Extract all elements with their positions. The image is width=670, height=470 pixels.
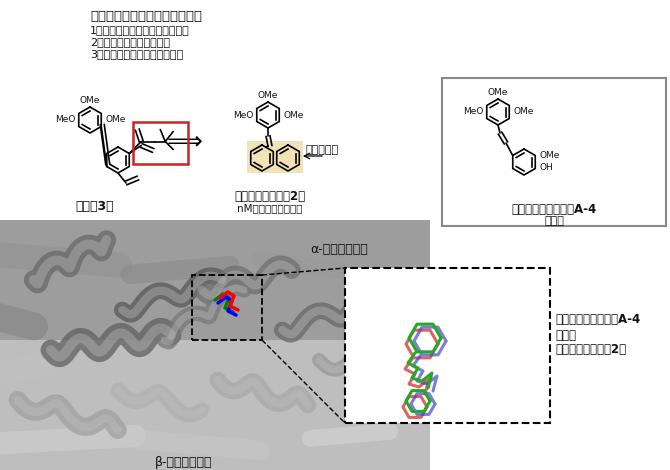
Text: 天然物: 天然物 — [544, 216, 564, 226]
Text: OMe: OMe — [258, 91, 278, 100]
Text: MeO: MeO — [55, 116, 75, 125]
Bar — [192, 275, 262, 340]
Text: OH: OH — [539, 164, 553, 172]
Text: コンブレタスタチンA-4: コンブレタスタチンA-4 — [555, 313, 641, 326]
Text: 3）ベンゼン環形成反応を促進: 3）ベンゼン環形成反応を促進 — [90, 49, 183, 59]
Text: OMe: OMe — [513, 108, 533, 117]
Bar — [247, 141, 303, 173]
Text: α-チューブリン: α-チューブリン — [310, 243, 368, 256]
Text: 抗がん活性物質（2）: 抗がん活性物質（2） — [555, 343, 626, 356]
Text: 1）チューブリンと結合させない: 1）チューブリンと結合させない — [90, 25, 190, 35]
Text: ターシャリーブチルエステル基: ターシャリーブチルエステル基 — [90, 10, 202, 23]
Text: 抗がん活性物質（2）: 抗がん活性物質（2） — [234, 190, 306, 203]
Text: OMe: OMe — [539, 151, 559, 160]
Bar — [345, 268, 550, 423]
Bar — [442, 78, 666, 226]
Bar — [0, 220, 430, 470]
Bar — [133, 122, 188, 164]
Text: nMの解離定数で結合: nMの解離定数で結合 — [237, 203, 303, 213]
Text: 2）メタセシス反応を促進: 2）メタセシス反応を促進 — [90, 37, 170, 47]
Text: ベンゼン環: ベンゼン環 — [305, 145, 338, 155]
Text: OMe: OMe — [105, 116, 125, 125]
Text: OMe: OMe — [80, 96, 100, 105]
Text: コンブレタスタチンA-4: コンブレタスタチンA-4 — [511, 203, 596, 216]
Bar — [0, 220, 430, 340]
Text: OMe: OMe — [283, 110, 304, 119]
Text: β-チューブリン: β-チューブリン — [155, 456, 212, 469]
Text: OMe: OMe — [488, 88, 508, 97]
Text: ⟹: ⟹ — [167, 129, 203, 153]
Text: MeO: MeO — [232, 110, 253, 119]
Text: MeO: MeO — [462, 108, 483, 117]
Text: 原料（3）: 原料（3） — [76, 200, 115, 213]
Text: および: および — [555, 329, 576, 342]
